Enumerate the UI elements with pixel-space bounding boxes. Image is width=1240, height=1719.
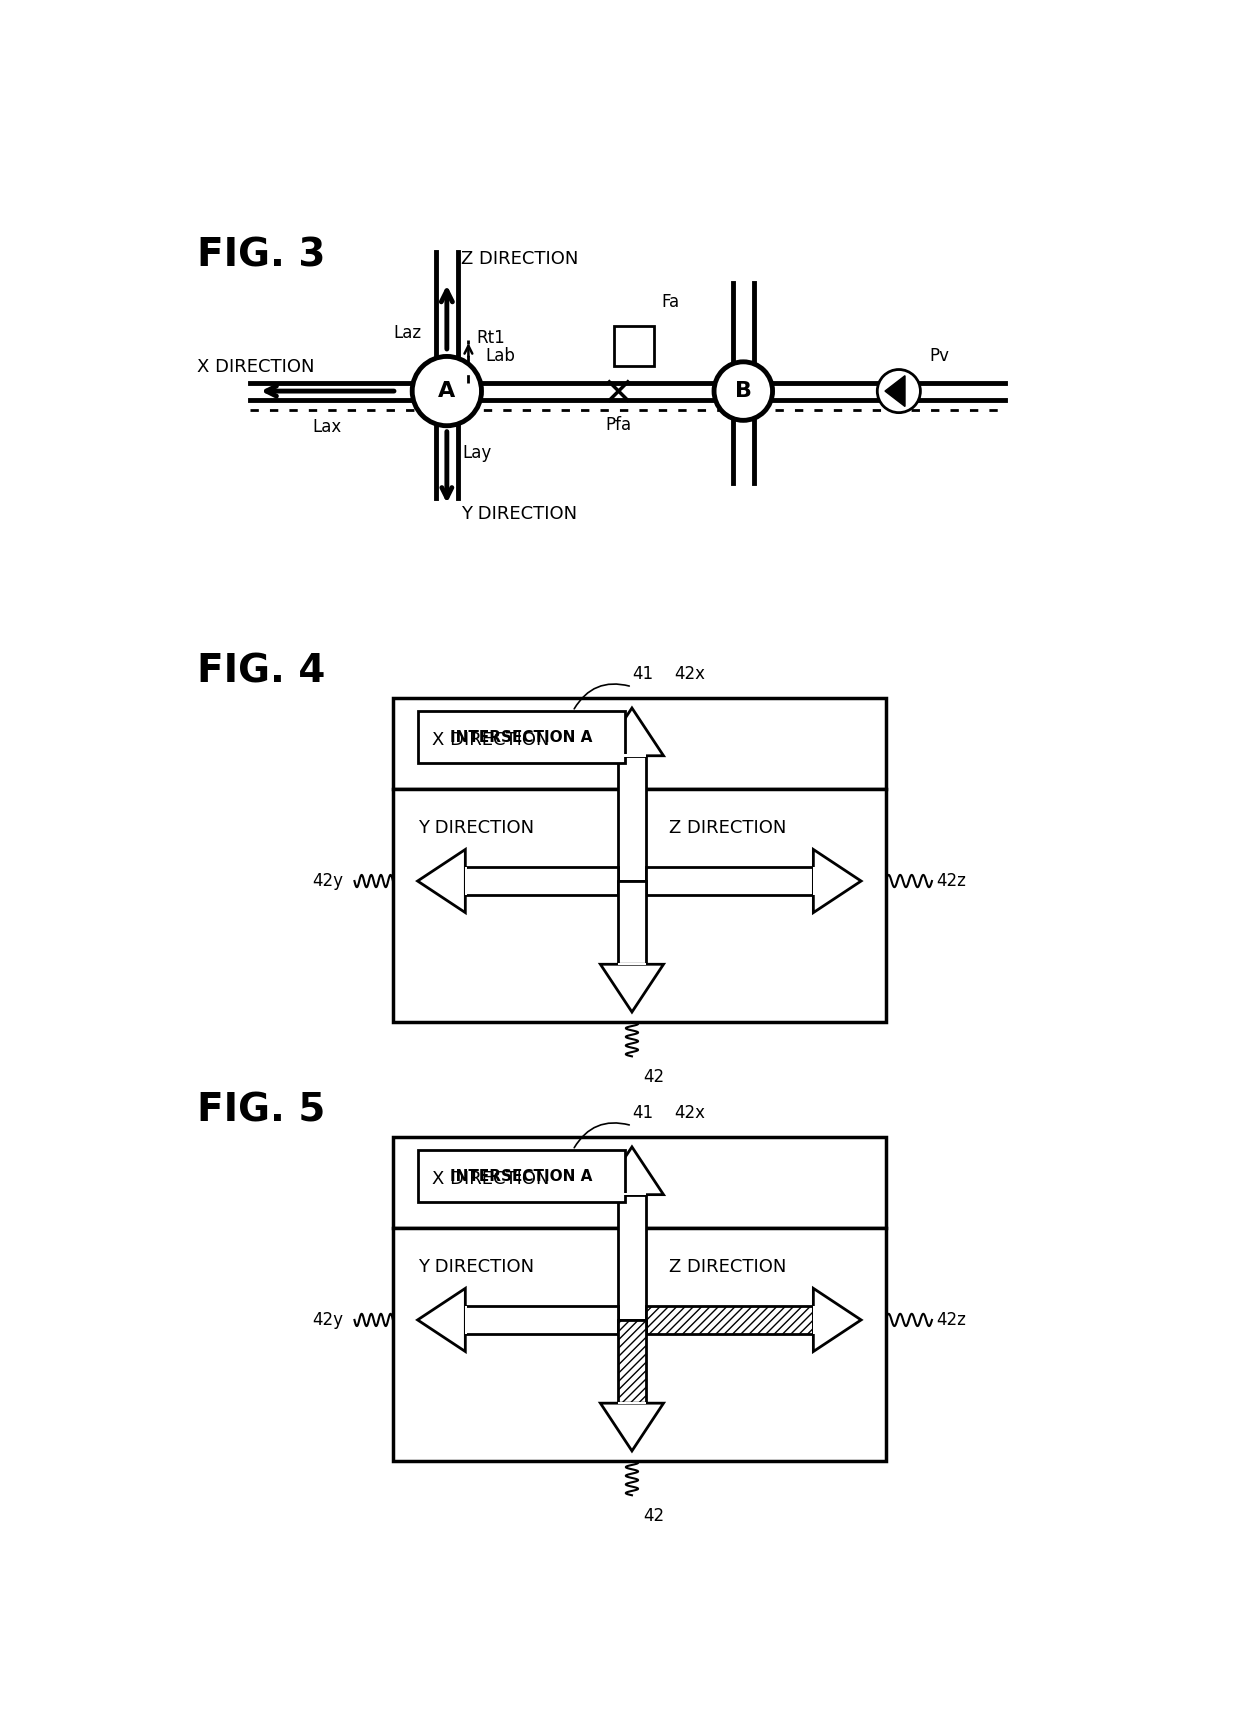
- Bar: [812, 1306, 815, 1334]
- Polygon shape: [600, 1147, 663, 1195]
- Text: Pfa: Pfa: [605, 416, 631, 433]
- Bar: [393, 1227, 885, 1461]
- Bar: [618, 1193, 646, 1195]
- Text: Fa: Fa: [661, 292, 680, 311]
- Bar: [465, 1306, 467, 1334]
- Text: Lab: Lab: [485, 347, 516, 366]
- Polygon shape: [418, 1288, 465, 1351]
- Circle shape: [714, 361, 773, 421]
- Bar: [618, 756, 646, 882]
- Bar: [618, 882, 646, 964]
- Polygon shape: [813, 1288, 861, 1351]
- Polygon shape: [600, 708, 663, 756]
- Text: 42y: 42y: [312, 1312, 343, 1329]
- Text: Lax: Lax: [312, 418, 341, 437]
- Text: X DIRECTION: X DIRECTION: [433, 731, 549, 749]
- Text: Y DIRECTION: Y DIRECTION: [418, 1258, 533, 1275]
- Bar: [618, 1320, 646, 1403]
- Bar: [646, 866, 813, 896]
- Bar: [618, 1195, 646, 1320]
- Bar: [418, 1150, 625, 1202]
- Bar: [393, 698, 885, 789]
- Text: 42x: 42x: [673, 1104, 704, 1123]
- Bar: [812, 866, 815, 896]
- Text: FIG. 5: FIG. 5: [197, 1092, 325, 1129]
- Text: Lay: Lay: [463, 445, 491, 462]
- Bar: [418, 712, 625, 763]
- Text: 42: 42: [644, 1508, 665, 1525]
- Polygon shape: [885, 376, 905, 406]
- Text: 41: 41: [632, 665, 653, 682]
- Polygon shape: [600, 964, 663, 1012]
- Bar: [465, 866, 467, 896]
- Polygon shape: [600, 1403, 663, 1451]
- Text: Y DIRECTION: Y DIRECTION: [418, 818, 533, 837]
- Text: FIG. 3: FIG. 3: [197, 236, 325, 275]
- Bar: [646, 1306, 813, 1334]
- Bar: [618, 963, 646, 964]
- Text: 42z: 42z: [936, 872, 966, 890]
- Text: 42: 42: [644, 1067, 665, 1086]
- Circle shape: [877, 370, 920, 413]
- Bar: [465, 1306, 618, 1334]
- Text: FIG. 4: FIG. 4: [197, 652, 325, 689]
- Text: X DIRECTION: X DIRECTION: [197, 358, 314, 376]
- Bar: [465, 866, 618, 896]
- Text: Pv: Pv: [930, 347, 950, 364]
- Text: B: B: [735, 382, 751, 401]
- Text: INTERSECTION A: INTERSECTION A: [450, 1169, 593, 1183]
- Circle shape: [412, 356, 481, 426]
- Polygon shape: [418, 849, 465, 913]
- Text: Z DIRECTION: Z DIRECTION: [668, 818, 786, 837]
- Text: 42x: 42x: [673, 665, 704, 682]
- Text: Laz: Laz: [393, 323, 422, 342]
- Text: Rt1: Rt1: [476, 328, 505, 347]
- Text: Y DIRECTION: Y DIRECTION: [461, 504, 577, 523]
- Text: 41: 41: [632, 1104, 653, 1123]
- Bar: [618, 1401, 646, 1404]
- Text: Z DIRECTION: Z DIRECTION: [461, 251, 578, 268]
- Text: 42y: 42y: [312, 872, 343, 890]
- Polygon shape: [813, 849, 861, 913]
- Text: INTERSECTION A: INTERSECTION A: [450, 729, 593, 744]
- Text: Z DIRECTION: Z DIRECTION: [668, 1258, 786, 1275]
- Bar: [614, 325, 653, 366]
- Bar: [618, 755, 646, 756]
- Bar: [393, 1138, 885, 1227]
- Text: A: A: [438, 382, 455, 401]
- Text: 42z: 42z: [936, 1312, 966, 1329]
- Text: X DIRECTION: X DIRECTION: [433, 1171, 549, 1188]
- Bar: [393, 789, 885, 1021]
